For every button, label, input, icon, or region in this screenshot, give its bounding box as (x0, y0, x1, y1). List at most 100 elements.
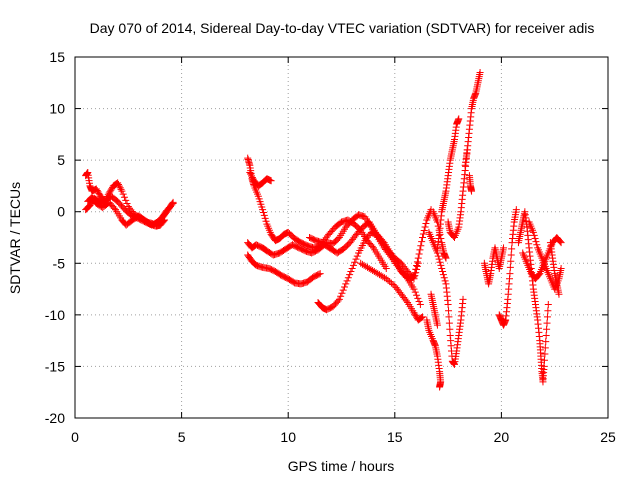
data-point (435, 255, 443, 263)
data-point (411, 288, 419, 296)
data-point (544, 301, 552, 309)
data-point (438, 264, 446, 272)
data-point (382, 275, 390, 283)
data-point (260, 211, 268, 219)
data-point (168, 201, 176, 209)
data-point (468, 187, 476, 195)
data-point (343, 277, 351, 285)
data-point (92, 185, 100, 193)
data-point (421, 223, 429, 231)
data-points (82, 68, 565, 391)
data-point (119, 190, 127, 198)
chart-title: Day 070 of 2014, Sidereal Day-to-day VTE… (90, 20, 595, 36)
data-point (557, 239, 565, 247)
data-point (394, 261, 402, 269)
data-point (413, 265, 421, 273)
data-point (542, 331, 550, 339)
data-point (108, 185, 116, 193)
data-point (118, 187, 126, 195)
data-point (335, 295, 343, 303)
data-point (543, 313, 551, 321)
data-point (94, 188, 102, 196)
data-point (110, 204, 118, 212)
data-point (348, 264, 356, 272)
data-point (436, 258, 444, 266)
data-point (419, 313, 427, 321)
data-point (413, 291, 421, 299)
data-point (261, 214, 269, 222)
data-point (419, 230, 427, 238)
data-point (531, 235, 539, 243)
data-point (411, 272, 419, 280)
y-tick-label: -5 (53, 255, 66, 271)
data-point (557, 264, 565, 272)
x-tick-label: 20 (494, 429, 510, 445)
data-point (441, 277, 449, 285)
data-point (540, 356, 548, 364)
data-point (439, 271, 447, 279)
data-point (368, 242, 376, 250)
data-point (533, 241, 541, 249)
data-point (419, 234, 427, 241)
data-point (410, 275, 418, 283)
data-point (541, 350, 549, 358)
data-point (543, 319, 551, 327)
data-point (446, 325, 454, 333)
data-point (339, 286, 347, 294)
data-point (414, 259, 422, 267)
data-point (259, 206, 267, 214)
data-point (416, 246, 424, 254)
data-point (508, 245, 516, 253)
data-point (556, 238, 564, 246)
data-point (420, 226, 428, 234)
axis-ticks: 0 5 10 15 20 25 -20 -15 -10 -5 0 5 10 15 (45, 49, 616, 445)
data-point (445, 319, 453, 327)
data-point (349, 261, 357, 269)
data-point (437, 261, 445, 269)
data-point (529, 228, 537, 236)
data-point (116, 184, 124, 192)
data-point (410, 309, 418, 317)
data-point (247, 170, 255, 178)
data-point (476, 68, 484, 76)
data-point (444, 301, 452, 309)
data-point (543, 325, 551, 333)
data-point (417, 242, 425, 250)
data-point (417, 314, 425, 322)
data-point (402, 273, 410, 281)
x-tick-label: 15 (387, 429, 403, 445)
data-point (422, 219, 430, 227)
data-point (412, 269, 420, 277)
data-point (352, 255, 360, 263)
data-point (418, 238, 426, 246)
data-point (344, 274, 352, 282)
data-point (433, 321, 441, 329)
data-point (342, 280, 350, 288)
data-point (393, 259, 401, 267)
x-axis-label: GPS time / hours (288, 458, 395, 474)
plot-frame (74, 56, 609, 419)
data-point (395, 264, 403, 272)
data-point (512, 206, 520, 214)
data-point (532, 238, 540, 246)
data-point (415, 297, 423, 305)
data-point (455, 115, 463, 123)
data-point (248, 172, 256, 180)
data-point (440, 274, 448, 282)
y-tick-label: 0 (57, 204, 65, 220)
data-point (413, 262, 421, 270)
y-axis-label: SDTVAR / TECUs (7, 182, 23, 294)
y-tick-label: -10 (45, 307, 65, 323)
data-point (386, 278, 394, 286)
data-point (506, 270, 514, 278)
data-point (337, 292, 345, 300)
y-tick-label: -15 (45, 358, 65, 374)
data-point (507, 257, 515, 265)
data-point (535, 271, 543, 279)
data-point (123, 199, 131, 207)
data-point (442, 254, 450, 262)
data-point (262, 217, 270, 225)
data-point (120, 193, 128, 201)
